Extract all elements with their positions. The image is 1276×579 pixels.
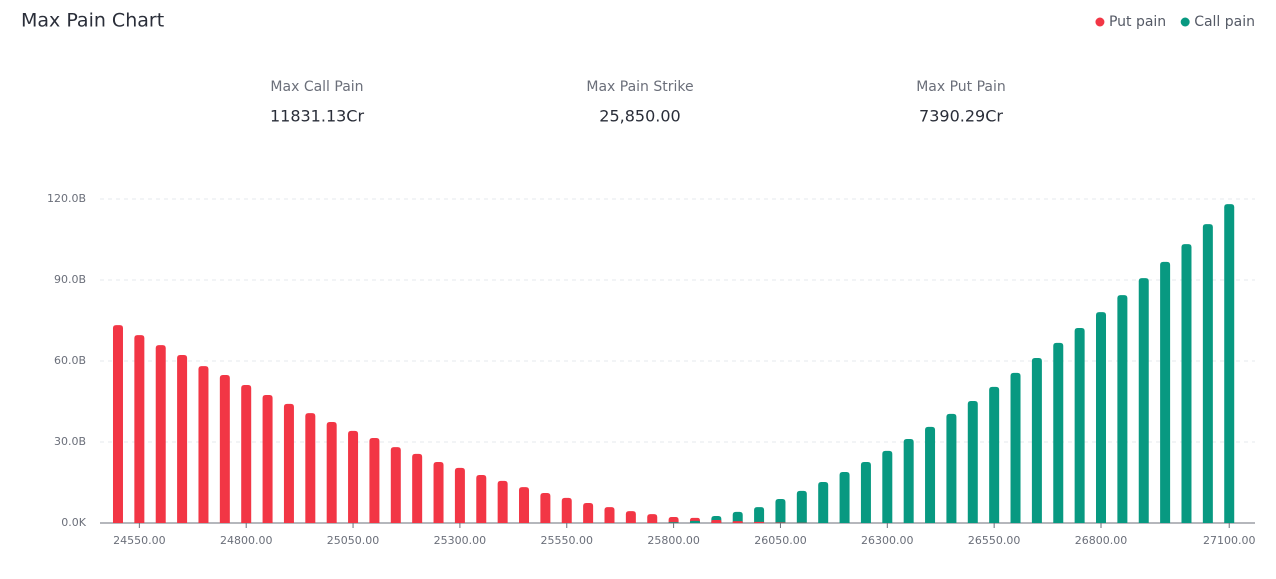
stat-label: Max Call Pain [270,79,363,95]
bar [754,521,765,523]
bar [1160,261,1171,523]
bar [925,426,936,523]
stat-value: 25,850.00 [599,107,680,126]
bar [668,517,679,523]
x-tick-label: 25050.00 [327,534,380,547]
stat-label: Max Pain Strike [586,79,693,95]
bar [219,375,230,523]
bar [732,521,743,523]
bar [348,430,359,523]
bar [818,481,829,523]
bar [604,507,615,523]
bar [112,325,123,523]
y-tick-label: 90.0B [54,273,86,286]
legend-swatch [1180,17,1190,27]
bar [540,493,551,523]
bar [754,507,765,523]
bar [839,471,850,523]
x-tick-label: 26050.00 [754,534,807,547]
bar [1010,372,1021,523]
x-tick-label: 24550.00 [113,534,166,547]
bar [625,511,636,523]
bar [283,403,294,523]
stat-label: Max Put Pain [916,79,1006,95]
bar [796,490,807,523]
bar [198,366,209,523]
y-tick-label: 0.0K [61,516,86,529]
bar [390,447,401,523]
bar [369,437,380,523]
bar [155,345,166,523]
bar [775,498,786,523]
legend-label: Put pain [1109,14,1166,30]
bar [1031,358,1042,523]
x-tick-label: 26550.00 [968,534,1021,547]
bar [882,450,893,523]
bar [946,413,957,523]
bar [134,335,145,523]
x-tick-label: 25800.00 [647,534,700,547]
bar [1074,328,1085,523]
bar [497,480,508,523]
y-tick-label: 30.0B [54,435,86,448]
chart-title: Max Pain Chart [21,10,164,32]
bar [1224,204,1235,523]
bar [326,422,337,523]
bar [1117,295,1128,523]
bar [262,395,273,523]
bar [1202,224,1213,524]
y-tick-label: 120.0B [47,192,86,205]
bar [668,522,679,523]
x-tick-label: 26800.00 [1075,534,1128,547]
bar [1053,342,1064,523]
bar [583,503,594,523]
bar [433,461,444,523]
y-tick-label: 60.0B [54,354,86,367]
bar [412,453,423,523]
bar [989,386,1000,523]
bar [711,520,722,523]
bar [1181,244,1192,523]
bar [689,520,700,523]
bar [476,474,487,523]
bar [1096,312,1107,523]
bar [519,487,530,523]
bar [305,413,316,523]
bar [860,461,871,523]
x-tick-label: 25300.00 [434,534,487,547]
bar [454,467,465,523]
stat-value: 7390.29Cr [919,107,1003,126]
x-tick-label: 26300.00 [861,534,914,547]
stat-value: 11831.13Cr [270,107,365,126]
legend-swatch [1095,17,1105,27]
bar [647,514,658,523]
bar [177,355,188,523]
bar [1138,278,1149,523]
x-tick-label: 27100.00 [1203,534,1256,547]
bar [241,385,252,523]
bar [967,400,978,523]
bar [732,511,743,523]
legend-label: Call pain [1194,14,1255,30]
bar [775,522,786,523]
bar [561,497,572,523]
x-tick-label: 24800.00 [220,534,273,547]
x-tick-label: 25550.00 [541,534,594,547]
bar [903,439,914,523]
